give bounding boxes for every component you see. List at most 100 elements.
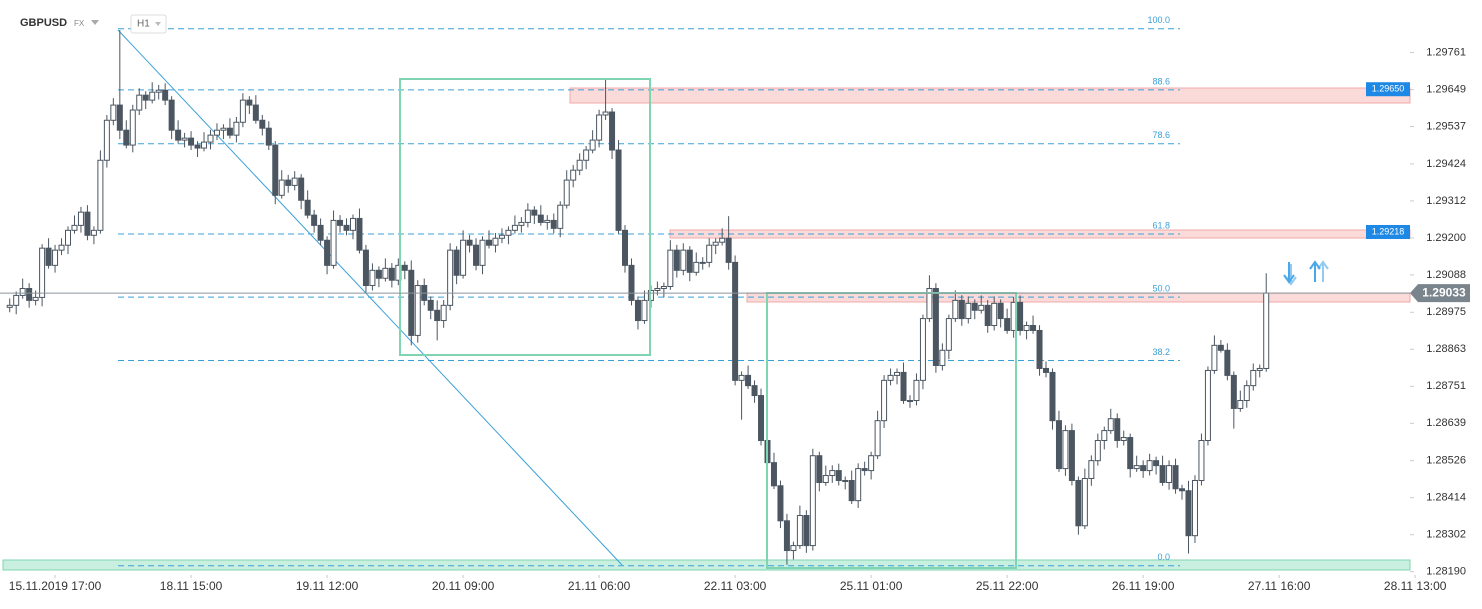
x-tick-label: 21.11 06:00 <box>568 579 631 593</box>
y-tick-label: 1.28302 <box>1426 529 1466 541</box>
zones <box>2 87 1411 571</box>
candle-body <box>770 462 777 487</box>
y-tick-label: 1.28639 <box>1426 417 1466 429</box>
candle-body <box>142 94 149 101</box>
candle-body <box>1075 479 1082 527</box>
candle-body <box>356 217 363 251</box>
candle-body <box>1114 418 1121 442</box>
candle-body <box>913 379 920 402</box>
candle-body <box>291 177 298 186</box>
candle-body <box>466 239 473 246</box>
fib-label: 88.6 <box>1152 76 1170 86</box>
candle-body <box>524 209 531 223</box>
price-tag-label: 1.29218 <box>1372 226 1405 236</box>
candle-body <box>706 244 713 263</box>
candle-body <box>609 111 616 151</box>
candle-body <box>460 239 467 276</box>
candle-body <box>1088 460 1095 480</box>
candle-body <box>175 129 182 141</box>
candle-body <box>1250 369 1257 387</box>
candle-body <box>550 219 557 229</box>
candle-body <box>583 149 590 161</box>
candle-body <box>330 219 337 266</box>
candle-body <box>324 239 331 266</box>
candle-body <box>855 468 862 502</box>
candle-body <box>1263 292 1270 369</box>
candle-body <box>1133 465 1140 470</box>
candle-body <box>1179 488 1186 492</box>
candle-body <box>116 104 123 131</box>
x-tick-label: 20.11 09:00 <box>432 579 495 593</box>
fib-label: 0.0 <box>1157 552 1170 562</box>
candle-body <box>414 285 421 336</box>
fib-label: 78.6 <box>1152 130 1170 140</box>
timeframe: H1 <box>137 19 150 30</box>
candle-body <box>719 237 726 243</box>
x-tick-label: 25.11 22:00 <box>976 579 1039 593</box>
candle-body <box>207 134 214 143</box>
candle-body <box>1140 465 1147 472</box>
y-tick-label: 1.28975 <box>1426 306 1466 318</box>
candle-body <box>349 217 356 231</box>
candle-body <box>246 99 253 106</box>
y-tick-label: 1.28751 <box>1426 380 1466 392</box>
candle-body <box>226 127 233 136</box>
candle-body <box>39 247 46 298</box>
candle-body <box>298 177 305 201</box>
candle-body <box>498 234 505 239</box>
candle-body <box>997 302 1004 320</box>
y-tick-label: 1.28190 <box>1426 566 1466 578</box>
candle-body <box>1030 325 1037 331</box>
candle-body <box>1166 465 1173 483</box>
candle-body <box>1204 369 1211 442</box>
y-tick-label: 1.28526 <box>1426 455 1466 467</box>
timeframe-select[interactable] <box>130 14 167 34</box>
candle-body <box>259 119 266 129</box>
candle-body <box>952 299 959 320</box>
candle-body <box>401 264 408 271</box>
support-zone <box>2 559 1411 571</box>
candle-body <box>570 169 577 181</box>
x-tick-label: 22.11 03:00 <box>704 579 767 593</box>
candle-body <box>278 179 285 196</box>
candle-body <box>848 479 855 502</box>
dropdown-caret[interactable] <box>91 20 99 25</box>
candle-body <box>1004 318 1011 331</box>
y-tick-label: 1.29761 <box>1426 46 1466 58</box>
candle-body <box>751 385 758 397</box>
candle-body <box>628 264 635 301</box>
sell-icon[interactable] <box>1283 262 1297 286</box>
candle-body <box>1043 367 1050 373</box>
candle-body <box>71 224 78 231</box>
candle-body <box>745 374 752 387</box>
candle-body <box>375 269 382 279</box>
y-tick-label: 1.28863 <box>1426 343 1466 355</box>
candle-body <box>26 287 33 301</box>
candle-body <box>1107 418 1114 432</box>
candle-body <box>136 94 143 111</box>
candle-body <box>1224 349 1231 376</box>
candle-body <box>660 286 667 289</box>
candle-body <box>945 318 952 351</box>
y-tick-label: 1.29424 <box>1426 158 1466 170</box>
y-tick-label: 1.29537 <box>1426 120 1466 132</box>
x-tick-label: 28.11 13:00 <box>1384 579 1447 593</box>
buy-icon[interactable] <box>1309 260 1329 282</box>
candle-body <box>576 159 583 171</box>
candle-body <box>589 139 596 151</box>
x-tick-label: 18.11 15:00 <box>160 579 223 593</box>
candle-body <box>531 209 538 216</box>
candle-body <box>919 318 926 381</box>
candle-body <box>518 221 525 226</box>
candle-body <box>427 299 434 311</box>
candle-body <box>971 302 978 311</box>
candles <box>6 30 1270 565</box>
candle-body <box>596 114 603 141</box>
candle-body <box>13 294 20 306</box>
candle-body <box>188 137 195 146</box>
candle-body <box>641 299 648 322</box>
x-tick-label: 19.11 12:00 <box>296 579 359 593</box>
candle-body <box>511 224 518 231</box>
candle-body <box>90 229 97 236</box>
